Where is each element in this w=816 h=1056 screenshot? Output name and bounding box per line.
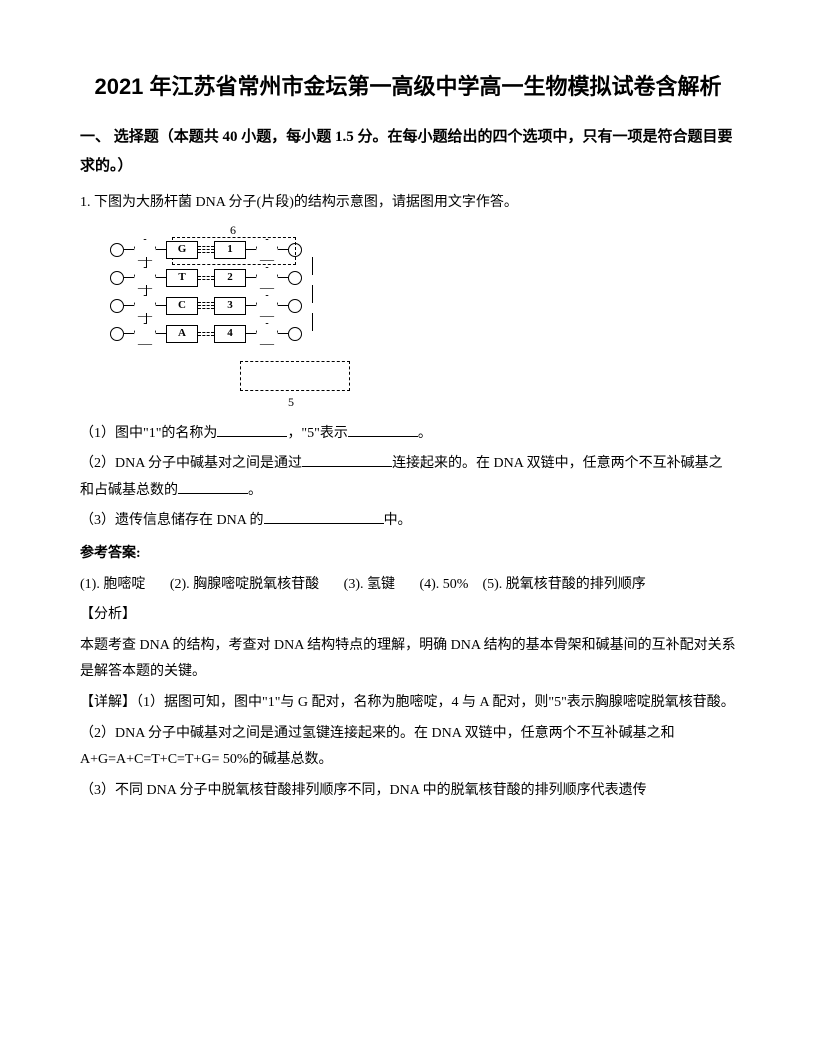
sugar-icon [134, 239, 156, 261]
blank [178, 479, 248, 494]
dna-row: A 4 [110, 323, 390, 345]
phosphate-icon [288, 299, 302, 313]
sugar-icon [134, 267, 156, 289]
sugar-icon [134, 323, 156, 345]
sugar-icon [256, 239, 278, 261]
base-right: 4 [214, 325, 246, 343]
detail-2: （2）DNA 分子中碱基对之间是通过氢键连接起来的。在 DNA 双链中，任意两个… [80, 721, 736, 774]
base-left: C [166, 297, 198, 315]
h-bonds [198, 302, 214, 309]
analysis-label: 【分析】 [80, 602, 736, 629]
base-right: 2 [214, 269, 246, 287]
detail-1: 【详解】（1）据图可知，图中"1"与 G 配对，名称为胞嘧啶，4 与 A 配对，… [80, 690, 736, 717]
detail-label: 【详解】 [80, 695, 136, 710]
text: （2）DNA 分子中碱基对之间是通过 [80, 456, 302, 471]
phosphate-icon [288, 271, 302, 285]
page-title: 2021 年江苏省常州市金坛第一高级中学高一生物模拟试卷含解析 [80, 70, 736, 103]
h-bonds [198, 276, 214, 280]
sugar-icon [256, 267, 278, 289]
base-right: 1 [214, 241, 246, 259]
blank [348, 422, 418, 437]
base-right: 3 [214, 297, 246, 315]
detail-text-1: （1）据图可知，图中"1"与 G 配对，名称为胞嘧啶，4 与 A 配对，则"5"… [136, 695, 735, 710]
section-heading: 一、 选择题（本题共 40 小题，每小题 1.5 分。在每小题给出的四个选项中，… [80, 123, 736, 180]
phosphate-icon [110, 271, 124, 285]
h-bonds [198, 246, 214, 253]
text: 。 [418, 426, 432, 441]
label-5: 5 [288, 391, 294, 414]
q1-part-2: （2）DNA 分子中碱基对之间是通过连接起来的。在 DNA 双链中，任意两个不互… [80, 451, 736, 504]
answer-2: (2). 胸腺嘧啶脱氧核苷酸 [170, 577, 319, 592]
blank [302, 452, 392, 467]
answer-1: (1). 胞嘧啶 [80, 577, 145, 592]
phosphate-icon [288, 243, 302, 257]
answer-label: 参考答案: [80, 541, 736, 568]
dna-row: C 3 [110, 295, 390, 317]
dna-diagram: 6 G 1 T 2 C 3 [110, 233, 390, 403]
question-1-stem: 1. 下图为大肠杆菌 DNA 分子(片段)的结构示意图，请据图用文字作答。 [80, 190, 736, 217]
sugar-icon [256, 323, 278, 345]
answers-line: (1). 胞嘧啶 (2). 胸腺嘧啶脱氧核苷酸 (3). 氢键 (4). 50%… [80, 572, 736, 599]
h-bonds [198, 332, 214, 336]
blank [264, 509, 384, 524]
text: ，"5"表示 [287, 426, 347, 441]
blank [217, 422, 287, 437]
q1-part-1: （1）图中"1"的名称为 ，"5"表示 。 [80, 421, 736, 448]
dna-row: T 2 [110, 267, 390, 289]
text: （1）图中"1"的名称为 [80, 426, 217, 441]
answer-4: (4). 50% [419, 577, 468, 592]
analysis-text: 本题考查 DNA 的结构，考查对 DNA 结构特点的理解，明确 DNA 结构的基… [80, 633, 736, 686]
phosphate-icon [288, 327, 302, 341]
sugar-icon [134, 295, 156, 317]
detail-3: （3）不同 DNA 分子中脱氧核苷酸排列顺序不同，DNA 中的脱氧核苷酸的排列顺… [80, 778, 736, 805]
dashed-box-5 [240, 361, 350, 391]
phosphate-icon [110, 327, 124, 341]
base-left: G [166, 241, 198, 259]
sugar-icon [256, 295, 278, 317]
base-left: A [166, 325, 198, 343]
base-left: T [166, 269, 198, 287]
text: 中。 [384, 513, 412, 528]
q1-part-3: （3）遗传信息储存在 DNA 的 中。 [80, 508, 736, 535]
answer-5: (5). 脱氧核苷酸的排列顺序 [482, 577, 645, 592]
answer-3: (3). 氢键 [344, 577, 395, 592]
phosphate-icon [110, 299, 124, 313]
dna-row: G 1 [110, 239, 390, 261]
text: （3）遗传信息储存在 DNA 的 [80, 513, 264, 528]
phosphate-icon [110, 243, 124, 257]
text: 。 [248, 483, 262, 498]
